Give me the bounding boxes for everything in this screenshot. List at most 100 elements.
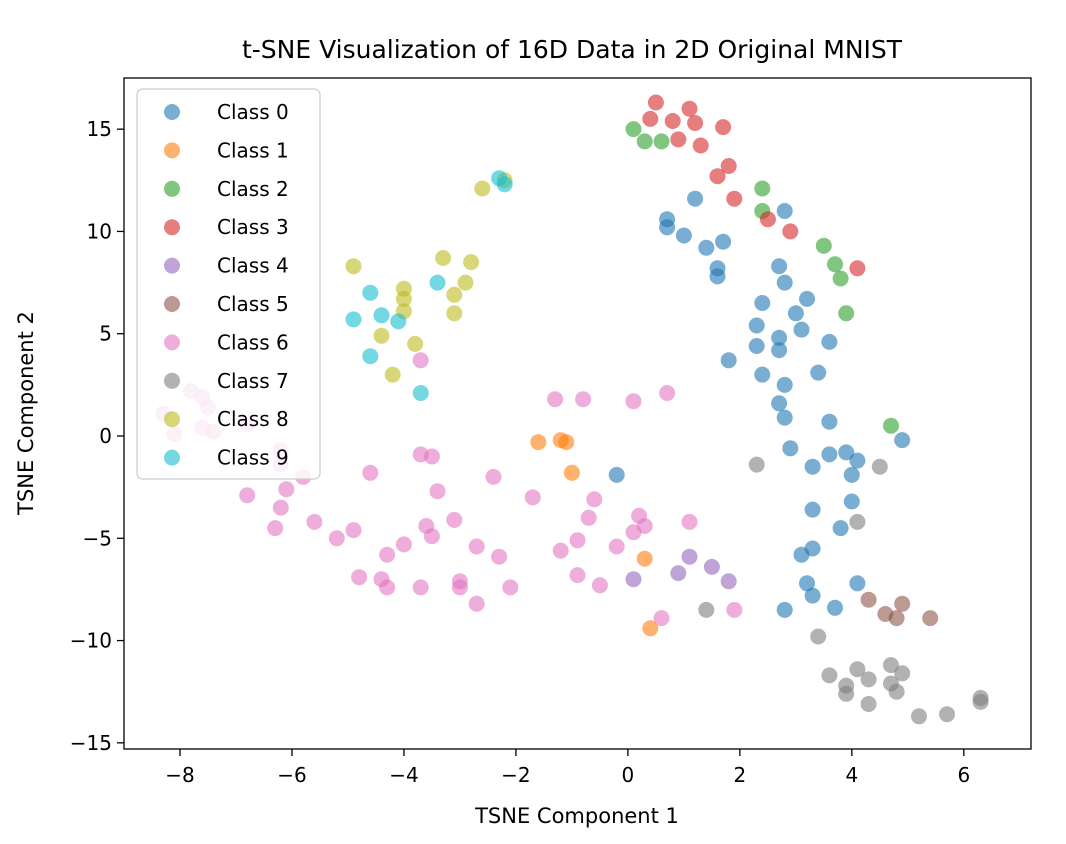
data-point-class-0 — [776, 274, 793, 291]
data-point-class-6 — [586, 491, 603, 508]
data-point-class-0 — [849, 452, 866, 469]
data-point-class-6 — [547, 391, 564, 408]
legend-marker — [164, 372, 180, 389]
data-point-class-2 — [636, 133, 653, 150]
data-point-class-6 — [636, 518, 653, 534]
data-point-class-6 — [524, 489, 541, 506]
x-axis-ticks: −8 −6 −4 −2 0 2 4 6 — [165, 749, 970, 787]
data-point-class-0 — [832, 520, 849, 537]
y-tick-label: 0 — [99, 424, 112, 448]
data-point-class-6 — [502, 579, 519, 596]
data-point-class-5 — [860, 591, 877, 608]
data-point-class-0 — [843, 466, 860, 483]
x-tick-label: −4 — [389, 763, 418, 787]
data-point-class-9 — [373, 307, 390, 324]
data-point-class-3 — [726, 190, 743, 207]
x-tick-label: 4 — [845, 763, 858, 787]
data-point-class-4 — [670, 565, 687, 582]
data-point-class-6 — [591, 577, 608, 594]
data-point-class-0 — [804, 587, 821, 604]
data-point-class-3 — [715, 119, 732, 136]
data-point-class-3 — [759, 211, 776, 228]
data-point-class-0 — [715, 233, 732, 250]
legend-marker — [164, 142, 180, 159]
data-point-class-6 — [485, 468, 502, 485]
data-point-class-1 — [558, 434, 575, 451]
legend-marker — [164, 334, 180, 351]
x-tick-label: 6 — [957, 763, 970, 787]
data-point-class-3 — [647, 94, 664, 111]
data-point-class-0 — [821, 413, 838, 430]
data-point-class-4 — [625, 571, 642, 588]
data-point-class-8 — [345, 258, 362, 275]
data-point-class-0 — [793, 321, 810, 338]
data-point-class-7 — [838, 685, 855, 702]
legend-label: Class 6 — [217, 330, 289, 354]
data-point-class-3 — [692, 137, 709, 154]
data-point-class-0 — [799, 575, 815, 592]
data-point-class-0 — [804, 458, 821, 475]
data-point-class-8 — [474, 180, 491, 197]
legend-label: Class 3 — [217, 215, 289, 239]
data-point-class-7 — [894, 665, 911, 682]
data-point-class-6 — [451, 579, 468, 596]
data-point-class-3 — [681, 100, 698, 117]
data-point-class-6 — [569, 532, 586, 549]
data-point-class-0 — [608, 466, 625, 483]
data-point-class-6 — [351, 569, 368, 586]
data-point-class-8 — [446, 305, 463, 322]
data-point-class-6 — [491, 548, 508, 565]
data-point-class-7 — [849, 513, 866, 530]
x-tick-label: 2 — [733, 763, 746, 787]
data-point-class-6 — [608, 538, 625, 555]
data-point-class-6 — [726, 601, 743, 618]
data-point-class-0 — [687, 190, 704, 207]
y-tick-label: 5 — [99, 322, 112, 346]
data-point-class-0 — [754, 366, 771, 383]
data-point-class-9 — [345, 311, 362, 328]
x-tick-label: −8 — [165, 763, 194, 787]
y-tick-label: 10 — [87, 219, 112, 243]
data-point-class-6 — [395, 536, 412, 553]
data-point-class-5 — [922, 610, 939, 627]
data-point-class-0 — [827, 599, 843, 616]
data-point-class-7 — [871, 458, 888, 475]
data-point-class-6 — [653, 610, 670, 627]
legend-box — [136, 88, 321, 480]
data-point-class-6 — [345, 522, 362, 539]
data-point-class-6 — [379, 579, 396, 596]
data-point-class-7 — [821, 667, 838, 684]
data-point-class-0 — [782, 440, 799, 457]
data-point-class-9 — [496, 176, 513, 193]
data-point-class-3 — [687, 115, 704, 131]
data-point-class-0 — [804, 501, 821, 518]
data-point-class-4 — [720, 573, 737, 590]
y-axis-label: TSNE Component 2 — [14, 311, 38, 516]
data-point-class-6 — [328, 530, 345, 547]
data-point-class-7 — [849, 661, 866, 678]
data-point-class-8 — [446, 286, 463, 303]
data-point-class-7 — [748, 456, 765, 473]
data-point-class-2 — [754, 180, 771, 197]
data-point-class-3 — [720, 158, 737, 174]
data-point-class-2 — [832, 270, 849, 287]
data-point-class-9 — [390, 313, 407, 330]
data-point-class-9 — [429, 274, 446, 291]
data-point-class-3 — [670, 131, 687, 148]
data-point-class-0 — [771, 258, 788, 275]
data-point-class-7 — [888, 683, 905, 700]
legend-label: Class 1 — [217, 138, 289, 162]
data-point-class-0 — [771, 342, 788, 359]
data-point-class-6 — [379, 546, 396, 563]
x-tick-label: 0 — [622, 763, 635, 787]
data-point-class-3 — [642, 110, 659, 127]
y-tick-label: −5 — [83, 526, 112, 550]
data-point-class-8 — [373, 327, 390, 344]
data-point-class-6 — [625, 393, 642, 410]
data-point-class-7 — [810, 628, 827, 645]
data-point-class-1 — [636, 550, 653, 567]
data-point-class-0 — [776, 203, 793, 219]
data-point-class-9 — [362, 348, 379, 365]
data-point-class-0 — [720, 352, 737, 369]
